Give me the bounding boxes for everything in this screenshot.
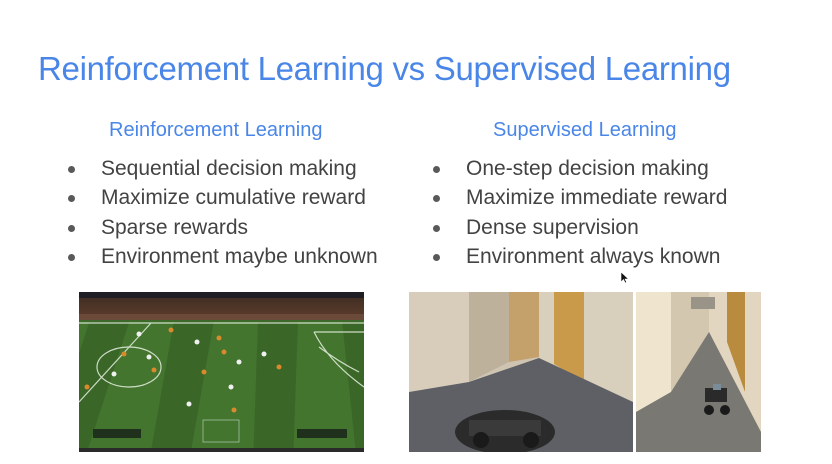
list-item: Sparse rewards: [66, 216, 378, 245]
list-item: Maximize cumulative reward: [66, 186, 378, 215]
reinforcement-learning-list: Sequential decision making Maximize cumu…: [66, 157, 378, 274]
bullet-text: One-step decision making: [466, 157, 709, 180]
bullet-dot: [433, 224, 440, 232]
list-item: Environment maybe unknown: [66, 245, 378, 274]
bullet-dot: [433, 253, 440, 261]
bullet-dot: [68, 195, 75, 203]
supervised-learning-list: One-step decision making Maximize immedi…: [431, 157, 727, 274]
bullet-text: Environment always known: [466, 244, 721, 268]
bullet-text: Sequential decision making: [101, 157, 357, 180]
list-item: Maximize immediate reward: [431, 186, 727, 215]
list-item: Dense supervision: [431, 216, 727, 245]
soccer-game-image: [79, 292, 364, 452]
soccer-field-illustration: [79, 292, 364, 452]
mouse-cursor-icon: [621, 272, 629, 284]
bullet-text: Maximize immediate reward: [466, 186, 728, 210]
reinforcement-learning-heading: Reinforcement Learning: [109, 119, 323, 141]
hallway-illustration: [409, 292, 761, 452]
bullet-dot: [68, 166, 75, 173]
bullet-text: Environment maybe unknown: [101, 244, 378, 268]
list-item: Sequential decision making: [66, 157, 378, 186]
rc-car-hallway-image: [409, 292, 761, 452]
bullet-text: Sparse rewards: [101, 215, 249, 239]
bullet-dot: [433, 195, 440, 203]
bullet-text: Maximize cumulative reward: [101, 186, 366, 210]
supervised-learning-heading: Supervised Learning: [493, 119, 677, 141]
bullet-text: Dense supervision: [466, 215, 639, 239]
slide-title: Reinforcement Learning vs Supervised Lea…: [38, 50, 731, 87]
list-item: One-step decision making: [431, 157, 727, 186]
bullet-dot: [68, 253, 75, 261]
bullet-dot: [433, 166, 440, 173]
bullet-dot: [68, 224, 75, 232]
list-item: Environment always known: [431, 245, 727, 274]
